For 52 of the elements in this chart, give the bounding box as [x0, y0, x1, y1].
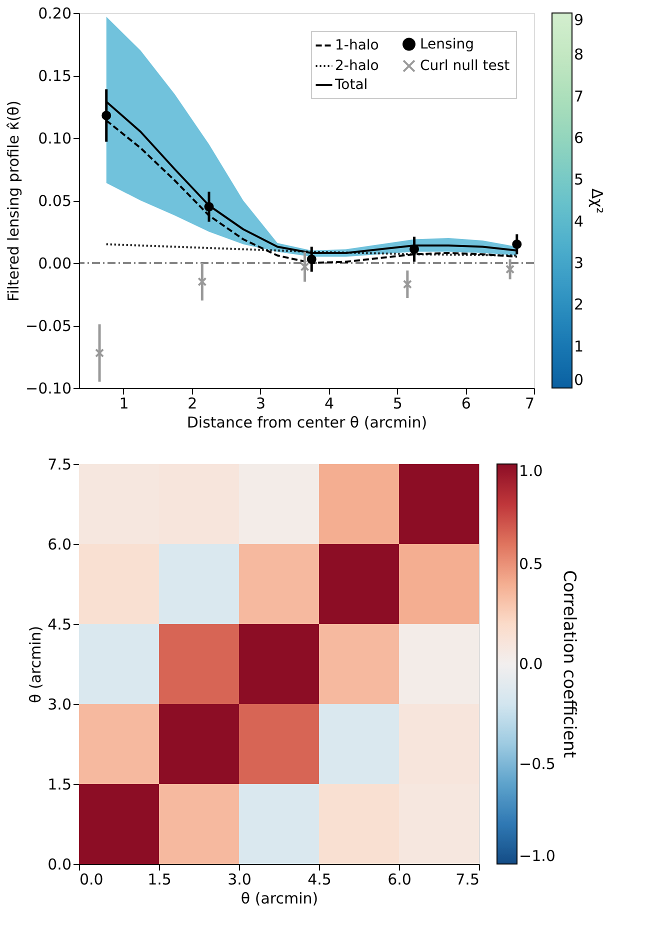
x-tick-label: 5: [392, 394, 402, 412]
color-bar-label: 0: [574, 371, 584, 389]
x-axis-title: Distance from center θ (arcmin): [186, 414, 428, 432]
y-tick-label: 0.00: [38, 254, 72, 272]
x-tick-label: 6: [461, 394, 471, 412]
color-bar-label: 7: [574, 87, 584, 106]
color-bar-label: −0.5: [519, 755, 556, 773]
legend-label: Lensing: [420, 36, 474, 52]
color-bar-label: 5: [574, 170, 584, 189]
y-tick-label: 0.20: [38, 4, 72, 22]
color-bar-label: 3: [574, 254, 584, 272]
x-tick-label: 4: [324, 394, 334, 412]
x-tick-label: 3.0: [228, 870, 252, 888]
legend-label: 2-halo: [335, 58, 379, 74]
y-tick-label: −0.10: [26, 380, 72, 398]
y-tick-label: 1.5: [48, 776, 72, 794]
y-tick-label: 4.5: [48, 616, 72, 634]
y-axis-title: Filtered lensing profile κ̂(θ): [4, 100, 23, 302]
legend-label: 1-halo: [335, 38, 379, 54]
color-bar-label: 2: [574, 296, 584, 314]
x-tick-label: 2: [188, 394, 198, 412]
y-axis-title: θ (arcmin): [26, 626, 45, 704]
x-tick-label: 0.0: [80, 870, 104, 888]
y-tick-label: 0.0: [48, 856, 72, 874]
y-tick-label: 0.10: [38, 130, 72, 148]
x-tick-label: 1: [119, 394, 129, 412]
y-tick-label: 7.5: [48, 456, 72, 474]
y-tick-label: 3.0: [48, 696, 72, 714]
y-tick-label: 0.05: [38, 192, 72, 210]
color-bar-title: Correlation coefficient: [559, 570, 579, 758]
x-tick-label: 1.5: [148, 870, 172, 888]
x-tick-label: 7: [524, 394, 534, 412]
color-bar-title: Δχ²: [588, 188, 606, 214]
x-axis-title: θ (arcmin): [240, 890, 318, 908]
legend-label: Curl null test: [420, 58, 510, 74]
legend-label: Total: [334, 77, 368, 93]
color-bar-label: 4: [574, 212, 584, 230]
color-bar-label: 1: [574, 337, 584, 356]
x-tick-label: 7.5: [456, 870, 480, 888]
x-tick-label: 4.5: [308, 870, 332, 888]
y-tick-label: 0.15: [38, 67, 72, 85]
color-bar-label: 6: [574, 129, 584, 147]
y-tick-label: 6.0: [48, 536, 72, 554]
color-bar-label: 0.5: [519, 555, 543, 573]
color-bar-label: −1.0: [519, 847, 556, 865]
color-bar-label: 9: [574, 11, 584, 29]
color-bar-label: 8: [574, 46, 584, 64]
x-tick-label: 6.0: [388, 870, 412, 888]
x-tick-label: 3: [256, 394, 266, 412]
color-bar-label: 0.0: [519, 655, 543, 673]
color-bar-label: 1.0: [519, 462, 543, 480]
y-tick-label: −0.05: [26, 317, 72, 335]
